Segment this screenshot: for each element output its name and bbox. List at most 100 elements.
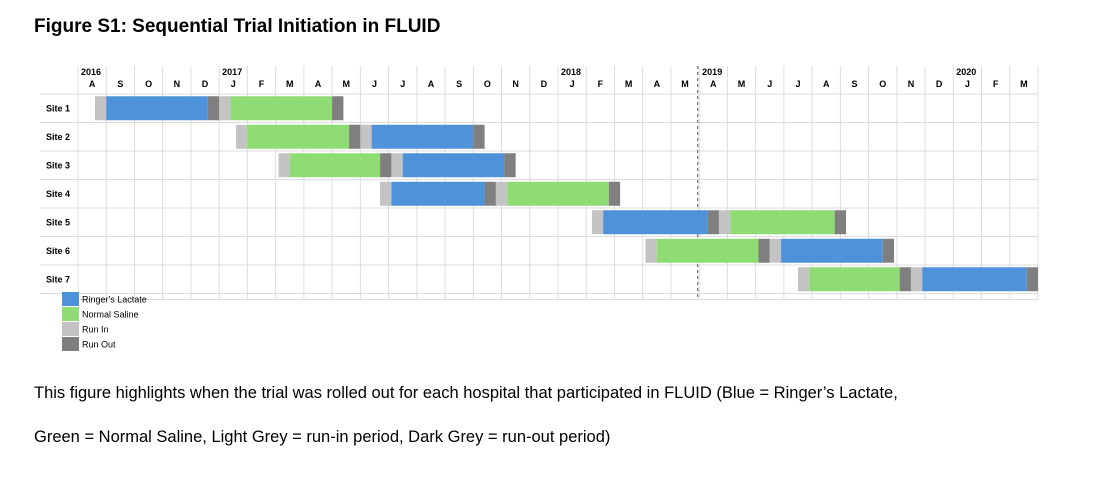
- legend-swatch: [62, 292, 79, 306]
- month-label: O: [879, 79, 886, 89]
- legend-swatch: [62, 322, 79, 336]
- figure-caption-line-1: This figure highlights when the trial wa…: [34, 384, 898, 402]
- bar-segment: [380, 153, 392, 178]
- bar-segment: [106, 96, 208, 121]
- site-row: Site 6: [46, 238, 894, 263]
- month-label: M: [1020, 79, 1028, 89]
- grid: [40, 66, 1039, 300]
- month-label: N: [908, 79, 915, 89]
- month-label: F: [598, 79, 604, 89]
- bar-segment: [332, 96, 344, 121]
- bar-segment: [236, 124, 248, 149]
- bar-segment: [899, 267, 911, 292]
- bar-segment: [504, 153, 516, 178]
- month-label: D: [936, 79, 943, 89]
- month-label: A: [823, 79, 830, 89]
- legend-swatch: [62, 337, 79, 351]
- bar-segment: [391, 153, 403, 178]
- bar-segment: [349, 124, 361, 149]
- month-label: A: [710, 79, 717, 89]
- figure-caption-line-2: Green = Normal Saline, Light Grey = run-…: [34, 428, 611, 446]
- month-label: S: [851, 79, 857, 89]
- bar-segment: [882, 238, 894, 263]
- bar-segment: [230, 96, 333, 121]
- bar-segment: [769, 238, 782, 263]
- bar-segment: [278, 153, 290, 178]
- site-label: Site 4: [46, 189, 70, 199]
- month-label: O: [484, 79, 491, 89]
- bar-segment: [391, 181, 485, 206]
- bar-segment: [707, 210, 719, 235]
- month-label: J: [231, 79, 236, 89]
- bar-segment: [507, 181, 609, 206]
- legend-label: Ringer's Lactate: [82, 295, 147, 305]
- month-label: S: [456, 79, 462, 89]
- month-label: F: [993, 79, 999, 89]
- bar-segment: [380, 181, 392, 206]
- month-label: J: [400, 79, 405, 89]
- legend-label: Normal Saline: [82, 310, 139, 320]
- bar-segment: [781, 238, 883, 263]
- bar-segment: [289, 153, 381, 178]
- bar-segment: [834, 210, 846, 235]
- site-row: Site 3: [46, 153, 516, 178]
- bar-segment: [94, 96, 107, 121]
- bar-segment: [730, 210, 835, 235]
- month-label: M: [625, 79, 633, 89]
- month-label: A: [315, 79, 322, 89]
- month-label: A: [654, 79, 661, 89]
- site-label: Site 3: [46, 160, 70, 170]
- bar-segment: [798, 267, 810, 292]
- bar-segment: [922, 267, 1027, 292]
- month-label: M: [286, 79, 294, 89]
- bar-segment: [645, 238, 657, 263]
- site-label: Site 1: [46, 103, 70, 113]
- month-label: A: [89, 79, 96, 89]
- month-label: J: [570, 79, 575, 89]
- year-label: 2018: [561, 67, 581, 77]
- site-label: Site 2: [46, 132, 70, 142]
- bar-segment: [360, 124, 372, 149]
- bar-segment: [247, 124, 350, 149]
- site-row: Site 7: [46, 267, 1038, 292]
- month-label: J: [965, 79, 970, 89]
- bar-segment: [495, 181, 508, 206]
- bar-segment: [219, 96, 231, 121]
- year-label: 2020: [956, 67, 976, 77]
- legend-label: Run Out: [82, 340, 116, 350]
- month-label: D: [541, 79, 548, 89]
- year-label: 2017: [222, 67, 242, 77]
- month-label: M: [738, 79, 746, 89]
- bar-segment: [608, 181, 621, 206]
- month-label: J: [795, 79, 800, 89]
- year-labels: 2016 2017 2018 2019 2020: [81, 67, 976, 77]
- site-row: Site 2: [46, 124, 485, 149]
- bar-segment: [758, 238, 770, 263]
- month-label: M: [342, 79, 350, 89]
- month-label: O: [145, 79, 152, 89]
- month-label: N: [174, 79, 181, 89]
- bar-segment: [484, 181, 496, 206]
- legend: Ringer's Lactate Normal Saline Run In Run O…: [62, 292, 147, 351]
- bar-segment: [603, 210, 708, 235]
- month-label: D: [202, 79, 209, 89]
- bar-segment: [371, 124, 474, 149]
- month-label: N: [512, 79, 519, 89]
- bar-segment: [207, 96, 220, 121]
- site-row: Site 4: [46, 181, 621, 206]
- year-label: 2016: [81, 67, 101, 77]
- legend-swatch: [62, 307, 79, 321]
- site-row: Site 5: [46, 210, 846, 235]
- month-label: S: [117, 79, 123, 89]
- month-label: J: [372, 79, 377, 89]
- site-label: Site 6: [46, 246, 70, 256]
- site-label: Site 5: [46, 217, 70, 227]
- year-label: 2019: [702, 67, 722, 77]
- bar-segment: [1026, 267, 1038, 292]
- bar-segment: [718, 210, 731, 235]
- bar-segment: [402, 153, 505, 178]
- site-label: Site 7: [46, 274, 70, 284]
- month-label: F: [259, 79, 265, 89]
